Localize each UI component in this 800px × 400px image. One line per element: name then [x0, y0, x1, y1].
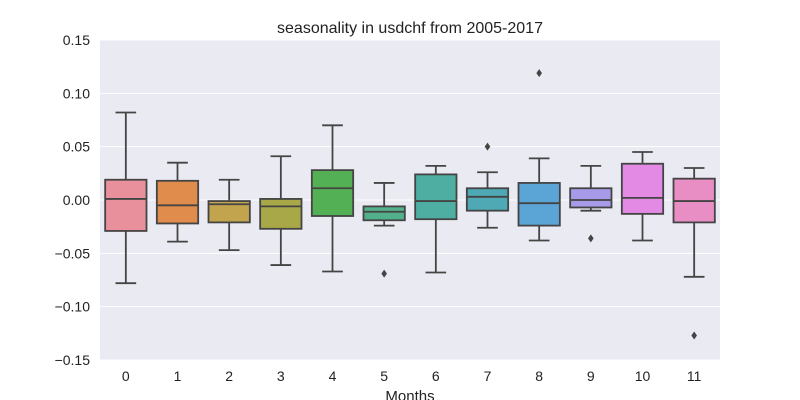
y-axis-ticks: 0.15 0.10 0.05 0.00 −0.05 −0.10 −0.15: [55, 32, 91, 368]
x-tick-label: 7: [484, 368, 492, 384]
box-month-10: [620, 151, 665, 242]
box-iqr: [104, 178, 148, 232]
x-tick-label: 0: [122, 368, 130, 384]
y-tick-label: 0.10: [63, 85, 90, 101]
y-tick-label: −0.05: [55, 245, 91, 261]
box-iqr: [620, 162, 665, 215]
box-month-7: [465, 142, 510, 229]
box-iqr: [414, 173, 458, 221]
box-iqr: [155, 179, 200, 225]
y-tick-label: 0.15: [63, 32, 90, 48]
x-tick-label: 4: [329, 368, 337, 384]
boxes: [104, 69, 716, 340]
chart-title: seasonality in usdchf from 2005-2017: [277, 20, 543, 37]
x-tick-label: 5: [380, 368, 388, 384]
x-tick-label: 1: [174, 368, 182, 384]
box-month-5: [362, 182, 406, 278]
x-tick-label: 6: [432, 368, 440, 384]
box-month-11: [672, 167, 716, 340]
box-iqr: [517, 182, 561, 227]
x-tick-label: 2: [225, 368, 233, 384]
x-tick-label: 9: [587, 368, 595, 384]
x-axis-ticks: 0 1 2 3 4 5 6 7 8 9 10 11: [122, 368, 702, 384]
outlier-point: [484, 142, 491, 151]
y-tick-label: −0.10: [55, 299, 91, 315]
y-tick-label: −0.15: [55, 352, 91, 368]
y-tick-label: 0.05: [63, 139, 90, 155]
box-month-3: [259, 155, 303, 266]
box-iqr: [465, 187, 510, 212]
box-iqr: [207, 200, 251, 224]
y-tick-label: 0.00: [63, 192, 90, 208]
box-month-2: [207, 178, 251, 252]
box-month-9: [569, 164, 613, 243]
x-tick-label: 10: [635, 368, 651, 384]
outlier-point: [536, 69, 542, 78]
outlier-point: [691, 331, 697, 340]
box-iqr: [569, 187, 613, 209]
grid-lines: [100, 39, 720, 361]
box-month-1: [155, 161, 200, 243]
x-axis-label: Months: [385, 388, 434, 400]
x-tick-label: 3: [277, 368, 285, 384]
box-month-4: [310, 124, 355, 273]
x-tick-label: 11: [687, 368, 702, 384]
outlier-point: [588, 234, 594, 243]
box-month-0: [104, 111, 148, 285]
outlier-point: [381, 269, 387, 278]
x-tick-label: 8: [535, 368, 543, 384]
box-iqr: [310, 169, 355, 217]
box-iqr: [259, 198, 303, 230]
box-iqr: [362, 205, 406, 222]
box-month-6: [414, 164, 458, 274]
box-month-8: [517, 69, 561, 242]
